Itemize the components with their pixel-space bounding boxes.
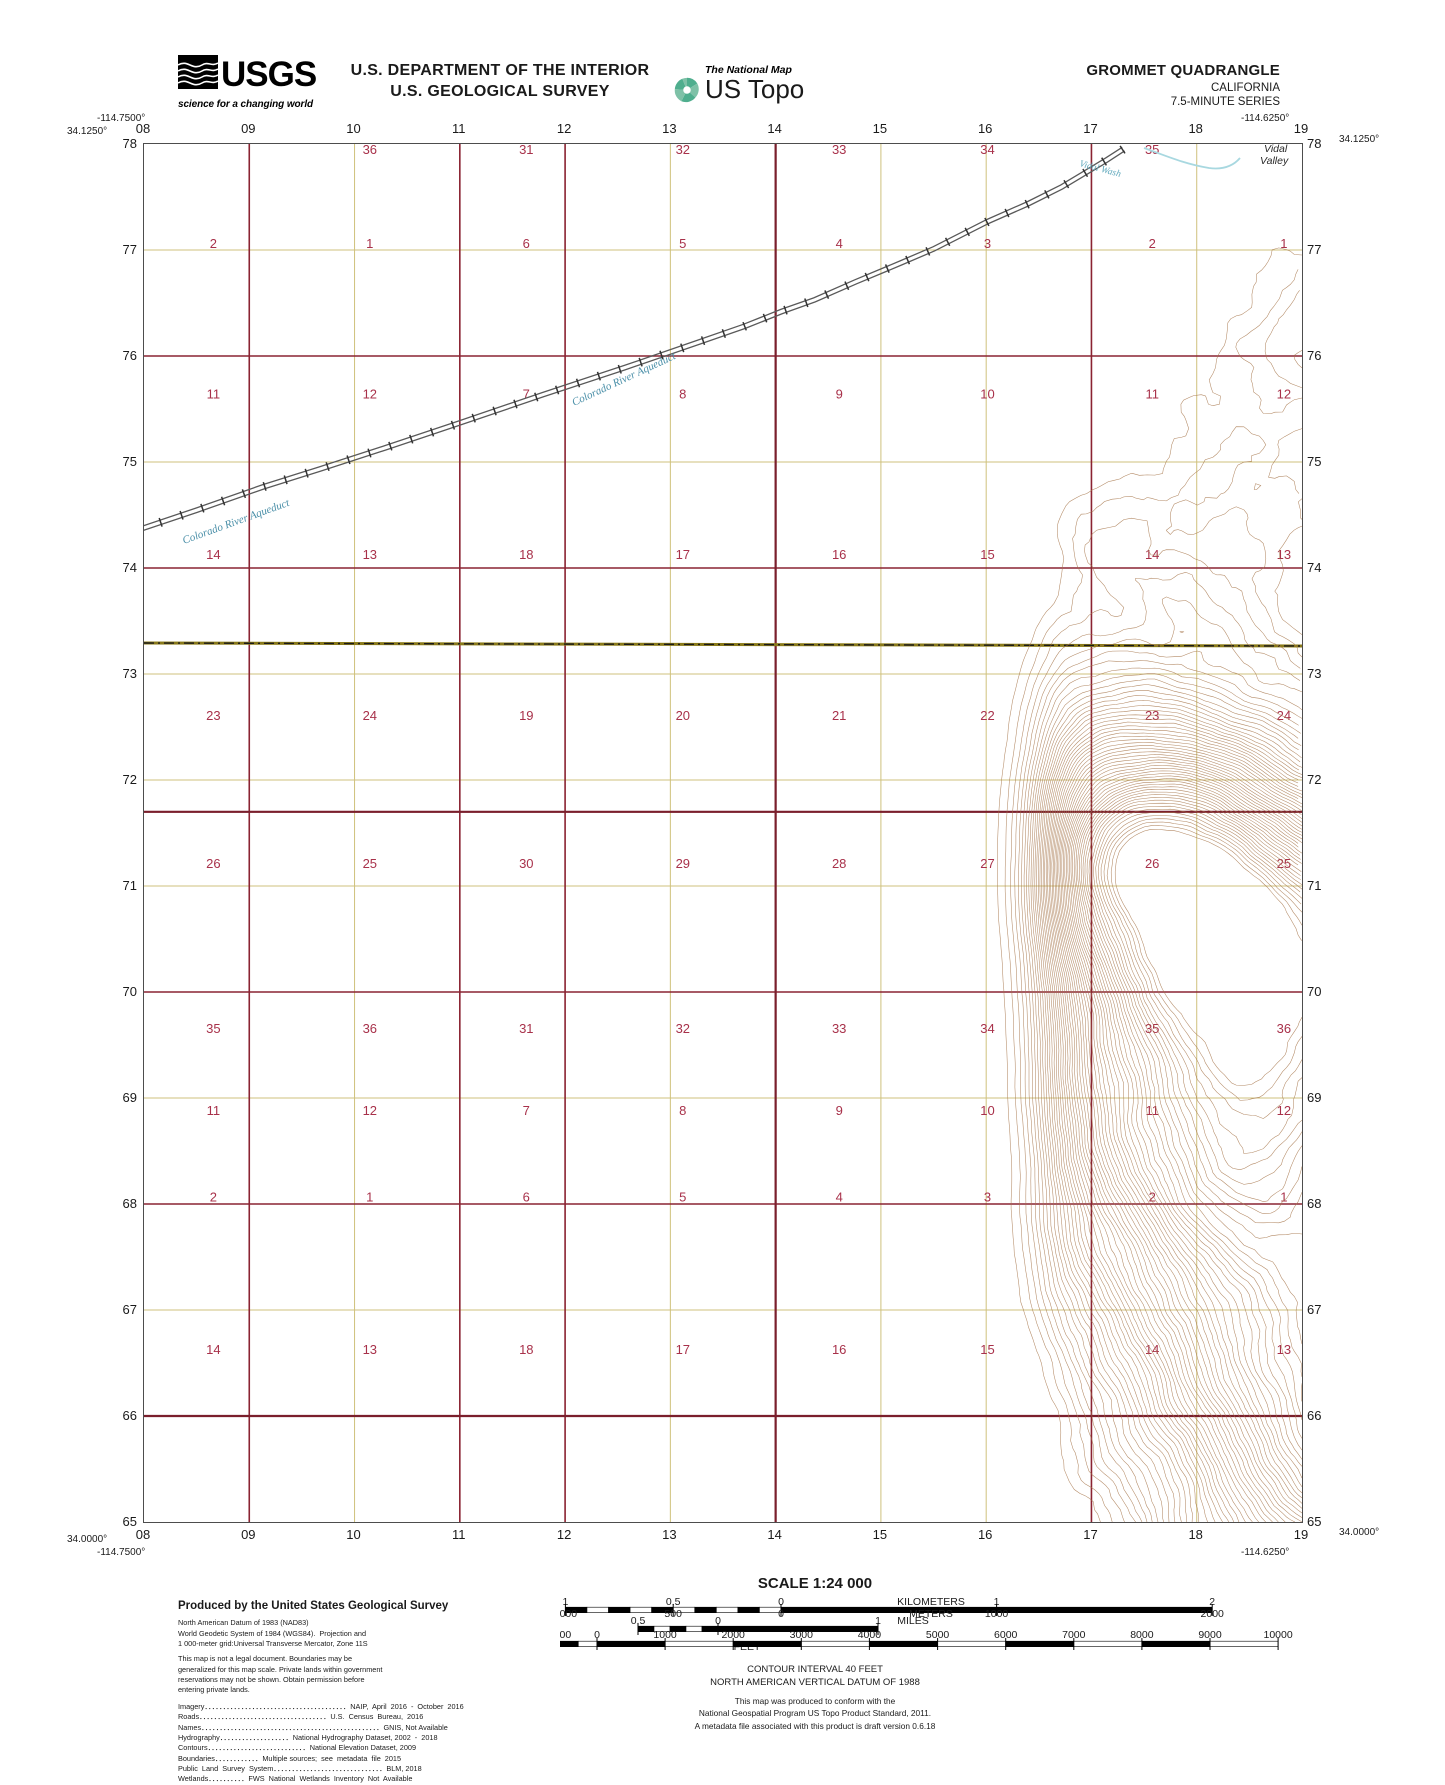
svg-text:1000: 1000 xyxy=(560,1608,577,1620)
svg-text:500: 500 xyxy=(664,1608,682,1620)
svg-text:1000: 1000 xyxy=(985,1608,1009,1620)
svg-text:0: 0 xyxy=(778,1608,784,1620)
svg-text:MILES: MILES xyxy=(897,1615,929,1627)
svg-text:KILOMETERS: KILOMETERS xyxy=(897,1596,965,1608)
svg-text:2000: 2000 xyxy=(1201,1608,1225,1620)
svg-text:1000: 1000 xyxy=(560,1629,571,1641)
